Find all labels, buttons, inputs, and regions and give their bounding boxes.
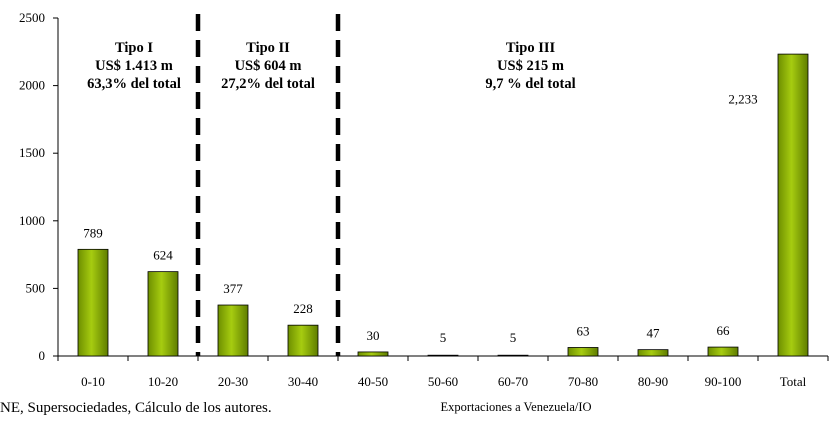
y-tick-label: 1500 bbox=[19, 145, 45, 160]
region-dividers bbox=[195, 14, 341, 356]
region-name: Tipo I bbox=[115, 40, 153, 56]
data-label: 63 bbox=[577, 323, 590, 338]
y-tick-label: 1000 bbox=[19, 213, 45, 228]
axes: 0 500 1000 1500 2000 2500 0-10 10-20 20-30 30-40 4… bbox=[19, 10, 829, 389]
bar bbox=[427, 354, 459, 357]
bar bbox=[357, 351, 389, 357]
data-label: 228 bbox=[293, 301, 313, 316]
bar bbox=[147, 271, 179, 357]
bar bbox=[287, 324, 319, 357]
y-tick-label: 2000 bbox=[19, 78, 45, 93]
region-share: 27,2% del total bbox=[221, 76, 315, 92]
bar bbox=[637, 349, 669, 357]
data-label: 624 bbox=[153, 248, 173, 263]
x-tick-label: 10-20 bbox=[148, 374, 178, 389]
x-axis-title: Exportaciones a Venezuela/IO bbox=[440, 400, 591, 414]
data-label: 5 bbox=[510, 330, 517, 345]
bar bbox=[777, 53, 809, 357]
region-share: 9,7 % del total bbox=[485, 76, 575, 92]
x-tick-label: 30-40 bbox=[288, 374, 318, 389]
bars bbox=[77, 53, 809, 357]
bar bbox=[707, 346, 739, 357]
region-name: Tipo II bbox=[246, 40, 290, 56]
bar bbox=[567, 347, 599, 357]
x-tick-label: 0-10 bbox=[81, 374, 105, 389]
region-annotations: Tipo I US$ 1.413 m 63,3% del total Tipo II U… bbox=[87, 40, 576, 92]
data-label: 789 bbox=[83, 225, 103, 240]
source-note: NE, Supersociedades, Cálculo de los auto… bbox=[0, 400, 272, 416]
data-label: 5 bbox=[440, 330, 447, 345]
y-tick-label: 0 bbox=[39, 348, 46, 363]
x-tick-label: 50-60 bbox=[428, 374, 458, 389]
region-share: 63,3% del total bbox=[87, 76, 181, 92]
x-tick-label: 60-70 bbox=[498, 374, 528, 389]
y-tick-label: 2500 bbox=[19, 10, 45, 25]
region-amount: US$ 604 m bbox=[235, 58, 302, 74]
x-tick-label: 90-100 bbox=[705, 374, 742, 389]
bar bbox=[77, 248, 109, 357]
data-label: 47 bbox=[647, 326, 661, 341]
bar bbox=[497, 354, 529, 357]
data-label: 66 bbox=[717, 323, 731, 338]
y-tick-label: 500 bbox=[26, 280, 46, 295]
data-label: 2,233 bbox=[728, 92, 757, 107]
x-tick-label: 70-80 bbox=[568, 374, 598, 389]
x-tick-label: 80-90 bbox=[638, 374, 668, 389]
region-amount: US$ 1.413 m bbox=[95, 58, 173, 74]
x-tick-label: 40-50 bbox=[358, 374, 388, 389]
data-label: 30 bbox=[367, 328, 380, 343]
data-label: 377 bbox=[223, 281, 243, 296]
x-tick-label: Total bbox=[780, 374, 807, 389]
region-amount: US$ 215 m bbox=[497, 58, 564, 74]
bar bbox=[217, 304, 249, 357]
x-tick-label: 20-30 bbox=[218, 374, 248, 389]
region-name: Tipo III bbox=[506, 40, 556, 56]
data-labels: 789 624 377 228 30 5 5 63 47 66 2,233 bbox=[83, 92, 757, 345]
